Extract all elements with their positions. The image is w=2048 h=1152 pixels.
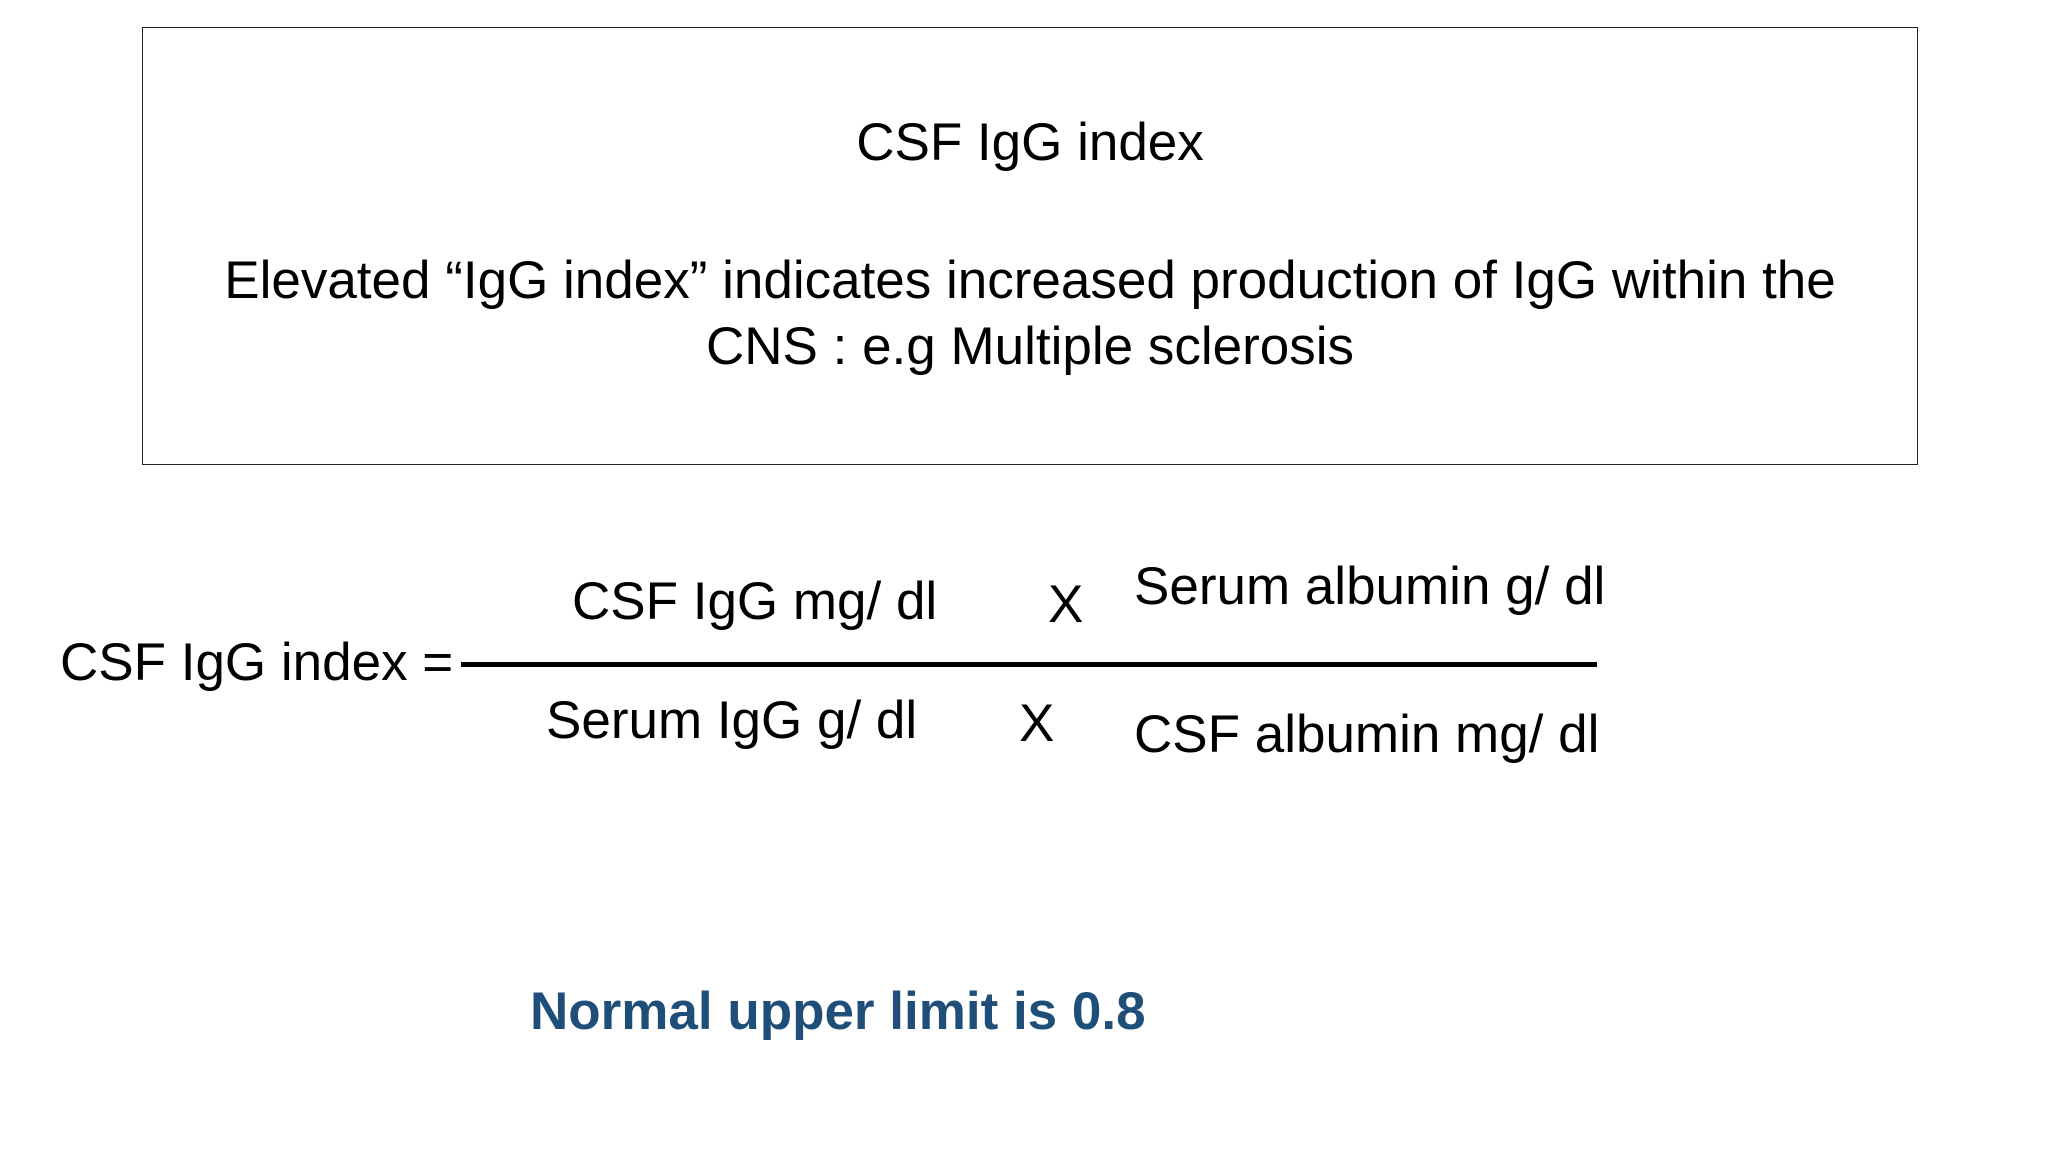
numerator-operator: X — [1048, 575, 1084, 634]
numerator-left: CSF IgG mg/ dl — [572, 572, 938, 631]
fraction-bar — [461, 662, 1597, 667]
definition-box: CSF IgG index Elevated “IgG index” indic… — [142, 27, 1918, 465]
box-title: CSF IgG index — [856, 113, 1204, 172]
numerator-right: Serum albumin g/ dl — [1134, 557, 1606, 616]
denominator-operator: X — [1019, 694, 1055, 753]
normal-limit-note: Normal upper limit is 0.8 — [530, 982, 1146, 1041]
denominator-left: Serum IgG g/ dl — [546, 691, 918, 750]
description-line-1: Elevated “IgG index” indicates increased… — [224, 251, 1836, 310]
box-description: Elevated “IgG index” indicates increased… — [143, 248, 1917, 380]
description-line-2: CNS : e.g Multiple sclerosis — [706, 317, 1354, 376]
denominator-right: CSF albumin mg/ dl — [1134, 705, 1600, 764]
formula-lhs: CSF IgG index = — [60, 633, 454, 692]
